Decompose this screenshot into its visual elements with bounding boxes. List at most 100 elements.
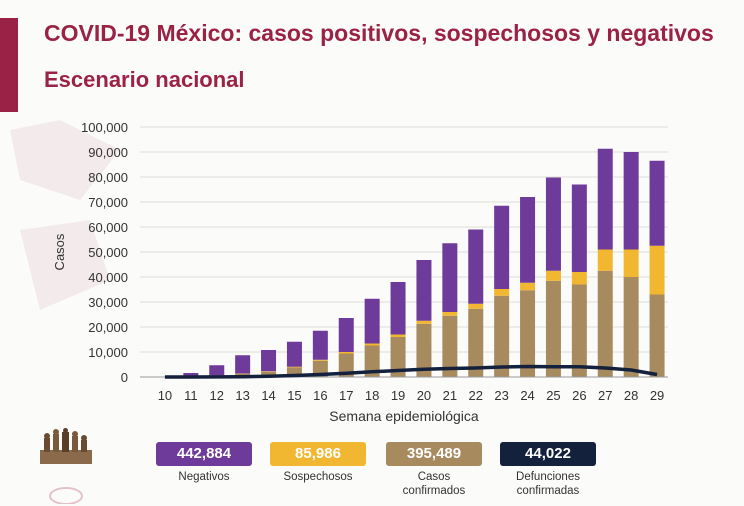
x-tick-label: 26 [572,388,586,403]
bar-negativos [312,330,328,360]
bar-sospechosos [494,289,510,296]
bar-casos-confirmados [468,308,484,377]
bar-sospechosos [261,371,277,372]
stat-negativos-value: 442,884 [156,442,252,466]
x-tick-label: 14 [261,388,275,403]
page-title: COVID-19 México: casos positivos, sospec… [44,20,714,46]
bar-negativos [235,355,251,374]
bar-casos-confirmados [286,367,302,377]
line-defunciones [164,364,658,379]
bar-casos-confirmados [416,323,432,377]
x-tick-label: 17 [339,388,353,403]
x-tick-label: 20 [417,388,431,403]
stat-defunciones-label: Defunciones confirmadas [516,471,580,497]
accent-bar [0,18,18,112]
bar-casos-confirmados [494,295,510,377]
x-tick-label: 28 [624,388,638,403]
x-tick-label: 22 [469,388,483,403]
x-tick-label: 29 [650,388,664,403]
y-tick-label: 70,000 [88,195,128,210]
bar-negativos [545,177,561,271]
bar-negativos [390,282,406,335]
stat-negativos-label: Negativos [178,471,230,483]
bar-sospechosos [364,343,380,346]
x-tick-label: 23 [494,388,508,403]
stat-sospechosos: 85,986 Sospechosos [270,442,366,484]
bar-negativos [364,298,380,344]
stat-confirmados: 395,489 Casos confirmados [386,442,482,498]
seal-icon [49,487,83,504]
y-tick-label: 60,000 [88,220,128,235]
bar-sospechosos [468,303,484,309]
stat-confirmados-value: 395,489 [386,442,482,466]
stat-sospechosos-value: 85,986 [270,442,366,466]
bar-sospechosos [649,245,665,295]
x-tick-label: 18 [365,388,379,403]
bar-sospechosos [312,359,328,361]
x-tick-label: 27 [598,388,612,403]
bar-casos-confirmados [390,337,406,377]
gobierno-logo [40,428,92,464]
bar-sospechosos [442,312,458,316]
bar-sospechosos [597,249,613,271]
stat-confirmados-label: Casos confirmados [402,471,466,497]
y-tick-label: 30,000 [88,295,128,310]
x-tick-label: 13 [235,388,249,403]
bar-negativos [597,148,613,250]
bar-negativos [520,197,536,283]
x-tick-label: 19 [391,388,405,403]
y-tick-label: 0 [121,370,128,385]
bar-casos-confirmados [597,270,613,377]
bar-sospechosos [390,334,406,337]
x-tick-label: 11 [184,388,198,403]
y-tick-label: 80,000 [88,170,128,185]
stat-defunciones: 44,022 Defunciones confirmadas [500,442,596,498]
y-tick-label: 50,000 [88,245,128,260]
stat-sospechosos-label: Sospechosos [283,471,353,483]
bar-sospechosos [286,366,302,368]
bar-negativos [442,243,458,312]
bar-negativos [183,373,199,377]
x-tick-label: 12 [210,388,224,403]
bar-negativos [261,350,277,372]
x-tick-label: 16 [313,388,327,403]
bar-casos-confirmados [364,345,380,377]
bar-negativos [571,184,587,272]
bar-casos-confirmados [623,277,639,377]
x-tick-label: 24 [520,388,534,403]
bar-negativos [338,318,354,352]
bar-sospechosos [571,272,587,285]
page-subtitle: Escenario nacional [44,67,245,92]
bar-negativos [209,365,225,376]
bar-negativos [649,160,665,246]
bar-negativos [494,205,510,289]
y-tick-label: 20,000 [88,320,128,335]
bar-sospechosos [416,320,432,324]
bar-casos-confirmados [571,284,587,377]
bar-negativos [416,260,432,321]
bar-sospechosos [623,249,639,277]
stat-defunciones-value: 44,022 [500,442,596,466]
x-tick-label: 10 [158,388,172,403]
bar-negativos [286,341,302,367]
x-tick-label: 25 [546,388,560,403]
y-axis-label: Casos [52,233,67,270]
x-axis-label: Semana epidemiológica [329,408,479,424]
y-tick-label: 10,000 [88,345,128,360]
bar-sospechosos [520,282,536,291]
bar-casos-confirmados [338,353,354,377]
bar-casos-confirmados [649,294,665,377]
stat-negativos: 442,884 Negativos [156,442,252,484]
bar-casos-confirmados [442,315,458,377]
bar-sospechosos [545,270,561,281]
bar-casos-confirmados [545,280,561,377]
bar-negativos [468,229,484,304]
bar-casos-confirmados [520,290,536,377]
bar-casos-confirmados [261,371,277,377]
y-tick-label: 100,000 [81,120,128,135]
x-tick-label: 21 [443,388,457,403]
y-tick-label: 40,000 [88,270,128,285]
bar-sospechosos [338,352,354,354]
watermark-pattern [10,120,120,310]
